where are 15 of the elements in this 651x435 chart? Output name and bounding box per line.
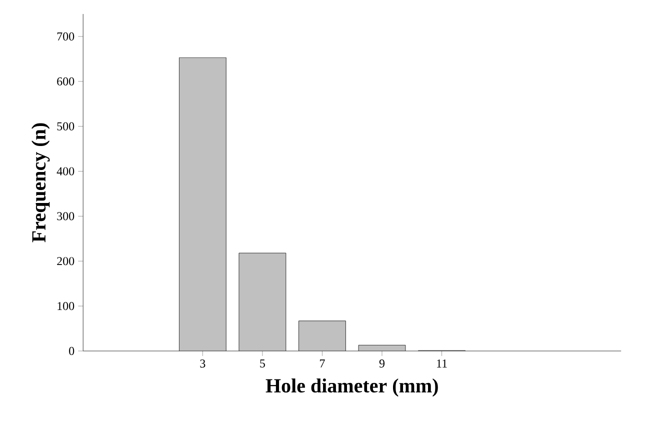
y-tick-label: 300: [57, 212, 74, 220]
x-tick-label: 3: [200, 360, 206, 368]
y-tick-label: 200: [57, 257, 74, 266]
y-axis-title: Frequency (n): [32, 123, 50, 242]
y-tick-label: 700: [57, 32, 74, 41]
x-tick-label: 7: [320, 360, 325, 368]
y-tick-label: 0: [69, 346, 74, 356]
x-tick-label: 5: [260, 360, 265, 368]
x-axis-title: Hole diameter (mm): [266, 378, 438, 397]
y-tick-label: 100: [58, 302, 74, 310]
y-tick-label: 600: [57, 77, 74, 86]
x-tick-label: 11: [437, 360, 447, 368]
y-tick-label: 400: [56, 167, 74, 176]
x-tick-label: 9: [379, 360, 385, 368]
y-tick-label: 500: [57, 122, 74, 130]
